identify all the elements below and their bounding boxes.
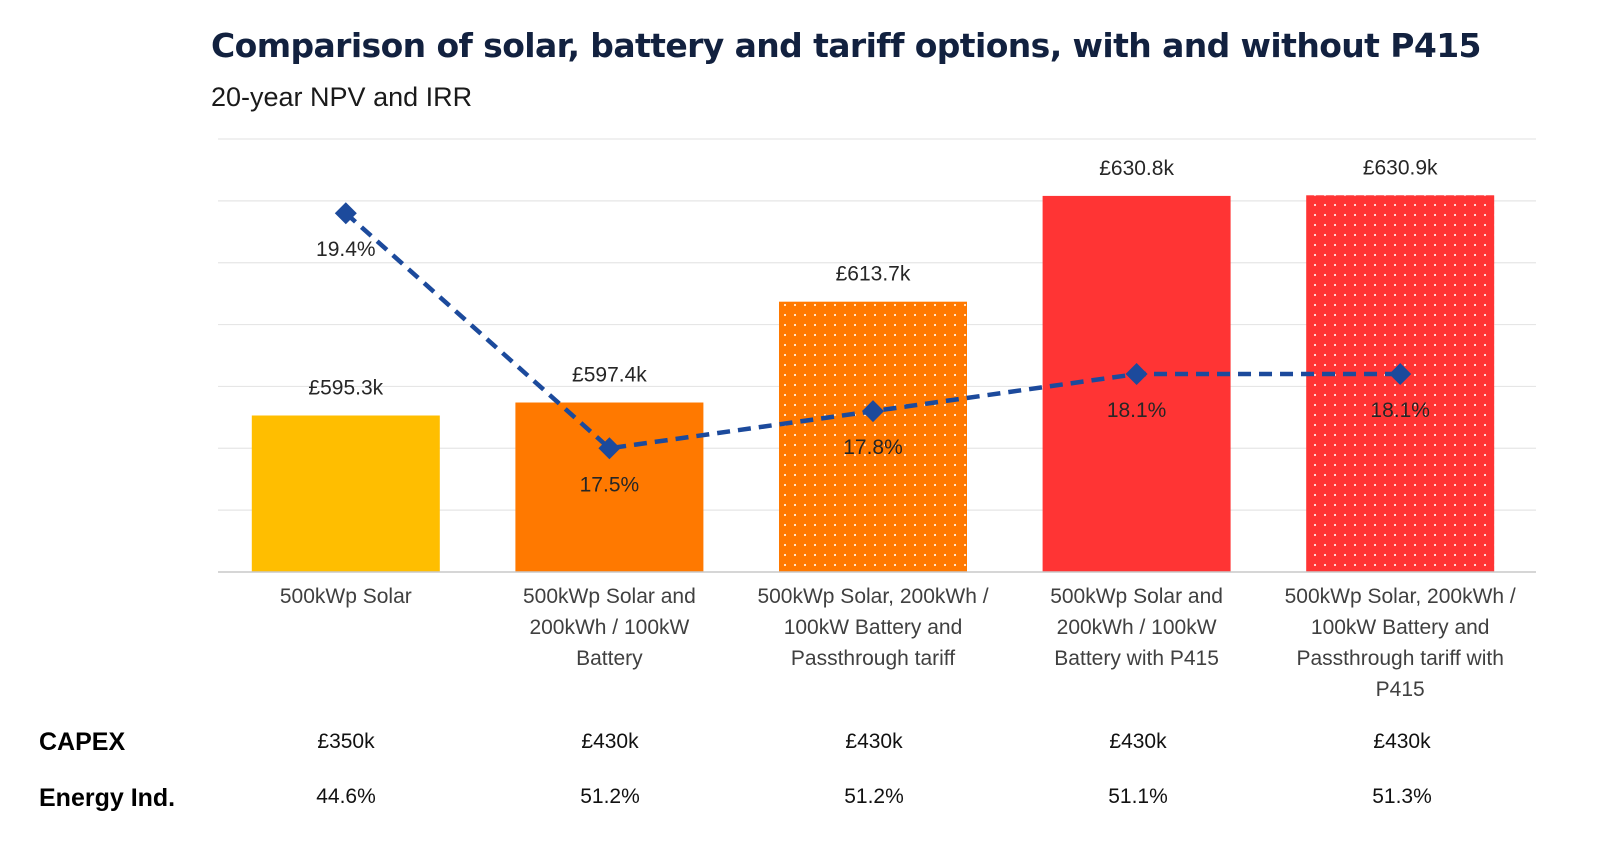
category-label: 500kWp Solar, 200kWh / 100kW Battery and P…	[1285, 585, 1516, 701]
capex-cell: £430k	[1109, 730, 1167, 753]
irr-data-label: 18.1%	[1370, 399, 1430, 422]
energy-independence-cell: 51.2%	[844, 785, 904, 808]
category-label-line: 200kWh / 100kW	[1057, 616, 1217, 639]
category-label: 500kWp Solar	[280, 585, 412, 608]
capex-cell: £430k	[845, 730, 903, 753]
chart-title: Comparison of solar, battery and tariff …	[211, 26, 1482, 65]
category-label: 500kWp Solar, 200kWh / 100kW Battery and P…	[757, 585, 988, 670]
capex-cell: £430k	[581, 730, 639, 753]
irr-marker	[1389, 363, 1412, 386]
energy-independence-row-label: Energy Ind.	[39, 784, 176, 812]
bar-group	[251, 415, 440, 572]
capex-cell: £350k	[317, 730, 375, 753]
category-label-line: Passthrough tariff with	[1297, 647, 1504, 670]
category-label: 500kWp Solar and 200kWh / 100kW Battery	[523, 585, 696, 670]
category-label-line: 100kW Battery and	[1311, 616, 1490, 639]
category-label-line: 500kWp Solar	[280, 585, 412, 608]
category-label-line: Battery with P415	[1054, 647, 1219, 670]
energy-independence-cell: 51.1%	[1108, 785, 1168, 808]
npv-data-label: £595.3k	[308, 377, 383, 400]
npv-data-label: £630.8k	[1099, 157, 1174, 180]
energy-independence-cell: 44.6%	[316, 785, 376, 808]
category-label-line: Passthrough tariff	[791, 647, 955, 670]
category-label-line: 100kW Battery and	[784, 616, 963, 639]
category-label-line: 500kWp Solar and	[523, 585, 696, 608]
capex-cell: £430k	[1373, 730, 1431, 753]
chart-subtitle: 20-year NPV and IRR	[211, 82, 473, 112]
category-label-line: 500kWp Solar and	[1050, 585, 1223, 608]
category-label-line: Battery	[576, 647, 643, 670]
bar-group	[779, 301, 967, 572]
category-label-line: 200kWh / 100kW	[529, 616, 689, 639]
npv-bar	[251, 415, 440, 572]
npv-irr-combo-chart: £595.3k £597.4k £613.7k £630.8k £630.9k 19.4…	[218, 138, 1536, 701]
irr-marker	[862, 400, 884, 423]
irr-marker	[334, 202, 357, 225]
bar-group	[515, 402, 704, 572]
category-label-line: 500kWp Solar, 200kWh /	[757, 585, 988, 608]
energy-independence-cell: 51.2%	[580, 785, 640, 808]
npv-data-label: £597.4k	[572, 364, 647, 387]
npv-data-label: £630.9k	[1363, 156, 1438, 179]
irr-data-label: 17.5%	[580, 473, 640, 496]
irr-data-label: 18.1%	[1107, 399, 1167, 422]
npv-data-label: £613.7k	[836, 263, 911, 286]
irr-marker	[1125, 363, 1148, 386]
npv-bar	[515, 402, 704, 572]
irr-data-label: 19.4%	[316, 238, 376, 261]
category-label-line: P415	[1376, 678, 1425, 701]
capex-row-label: CAPEX	[39, 728, 126, 756]
irr-marker	[598, 437, 621, 460]
energy-independence-cell: 51.3%	[1372, 785, 1432, 808]
bar-dot-pattern	[779, 301, 967, 572]
irr-data-label: 17.8%	[843, 436, 903, 459]
category-label-line: 500kWp Solar, 200kWh /	[1285, 585, 1516, 608]
category-label: 500kWp Solar and 200kWh / 100kW Battery wi…	[1050, 585, 1223, 670]
